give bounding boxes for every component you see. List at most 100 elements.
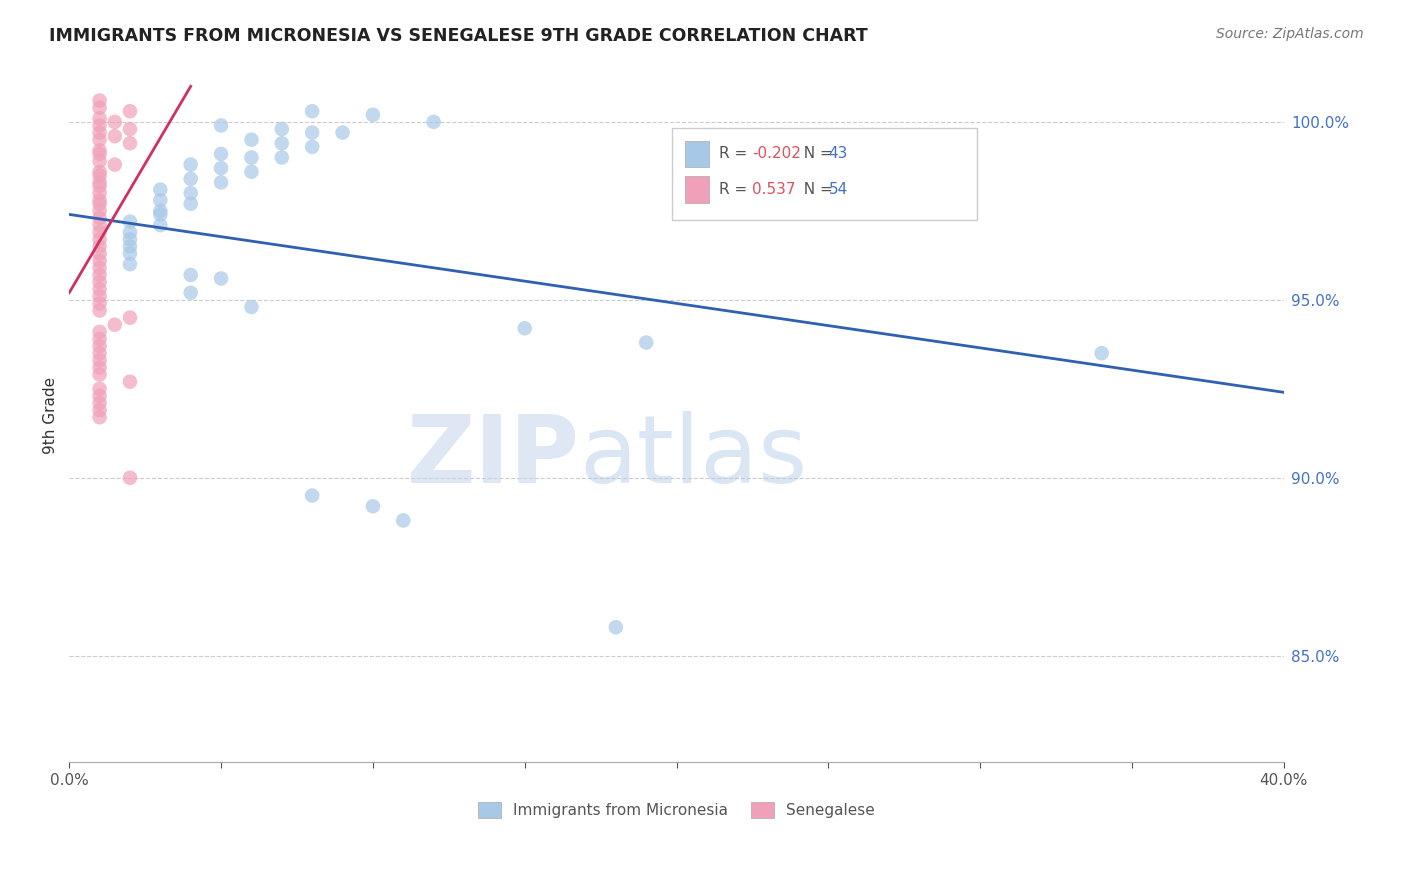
Point — [89, 154, 111, 169]
Point — [180, 268, 202, 282]
Point — [89, 147, 111, 161]
Point — [270, 122, 292, 136]
Point — [89, 396, 111, 410]
Text: ZIP: ZIP — [406, 411, 579, 503]
Point — [89, 178, 111, 193]
Point — [89, 225, 111, 239]
Point — [118, 239, 141, 253]
Point — [149, 207, 172, 221]
Point — [104, 158, 127, 172]
Point — [240, 165, 263, 179]
Point — [89, 275, 111, 289]
Point — [89, 211, 111, 225]
Point — [636, 335, 658, 350]
Point — [149, 182, 172, 196]
Point — [118, 104, 141, 119]
Point — [89, 403, 111, 417]
Point — [1091, 346, 1114, 360]
Point — [89, 94, 111, 108]
Point — [89, 339, 111, 353]
Text: 54: 54 — [828, 182, 848, 197]
Point — [118, 246, 141, 260]
Text: -0.202: -0.202 — [752, 146, 801, 161]
Point — [89, 360, 111, 375]
Point — [270, 136, 292, 151]
Point — [270, 151, 292, 165]
Point — [89, 289, 111, 303]
Text: IMMIGRANTS FROM MICRONESIA VS SENEGALESE 9TH GRADE CORRELATION CHART: IMMIGRANTS FROM MICRONESIA VS SENEGALESE… — [49, 27, 868, 45]
Point — [118, 232, 141, 246]
Point — [149, 193, 172, 207]
Point — [240, 151, 263, 165]
Point — [301, 104, 323, 119]
Point — [89, 296, 111, 310]
Point — [89, 126, 111, 140]
Point — [361, 108, 384, 122]
Point — [392, 513, 415, 527]
Text: atlas: atlas — [579, 411, 807, 503]
Point — [118, 310, 141, 325]
Point — [89, 133, 111, 147]
Text: R =: R = — [720, 146, 752, 161]
Point — [89, 175, 111, 189]
Legend: Immigrants from Micronesia, Senegalese: Immigrants from Micronesia, Senegalese — [472, 796, 882, 824]
Point — [209, 119, 232, 133]
Point — [180, 285, 202, 300]
Point — [89, 325, 111, 339]
Text: 0.537: 0.537 — [752, 182, 796, 197]
Text: N =: N = — [793, 182, 837, 197]
Point — [104, 129, 127, 144]
Point — [89, 410, 111, 425]
Point — [209, 147, 232, 161]
Point — [209, 271, 232, 285]
Point — [89, 168, 111, 182]
Text: 43: 43 — [828, 146, 848, 161]
Point — [513, 321, 536, 335]
Point — [89, 389, 111, 403]
Point — [89, 303, 111, 318]
Point — [118, 257, 141, 271]
Point — [118, 136, 141, 151]
Point — [209, 175, 232, 189]
Point — [89, 232, 111, 246]
Y-axis label: 9th Grade: 9th Grade — [44, 377, 58, 454]
Point — [89, 253, 111, 268]
Point — [89, 268, 111, 282]
Point — [332, 126, 354, 140]
Point — [89, 246, 111, 260]
Point — [301, 126, 323, 140]
Point — [240, 133, 263, 147]
Point — [422, 115, 444, 129]
Point — [89, 101, 111, 115]
Point — [149, 203, 172, 218]
Point — [361, 500, 384, 514]
Point — [89, 193, 111, 207]
Point — [89, 239, 111, 253]
Text: R =: R = — [720, 182, 758, 197]
Point — [89, 382, 111, 396]
Point — [104, 115, 127, 129]
Point — [89, 282, 111, 296]
Point — [180, 171, 202, 186]
Point — [301, 489, 323, 503]
Point — [89, 368, 111, 382]
Point — [89, 218, 111, 232]
Point — [118, 214, 141, 228]
Point — [89, 144, 111, 158]
Point — [104, 318, 127, 332]
Point — [89, 346, 111, 360]
Point — [89, 186, 111, 200]
Point — [89, 112, 111, 126]
Point — [89, 332, 111, 346]
Point — [209, 161, 232, 176]
Point — [89, 119, 111, 133]
Point — [149, 218, 172, 232]
Point — [89, 196, 111, 211]
Point — [180, 196, 202, 211]
Point — [118, 471, 141, 485]
Point — [89, 165, 111, 179]
Point — [240, 300, 263, 314]
Point — [118, 225, 141, 239]
Point — [605, 620, 627, 634]
Point — [301, 140, 323, 154]
